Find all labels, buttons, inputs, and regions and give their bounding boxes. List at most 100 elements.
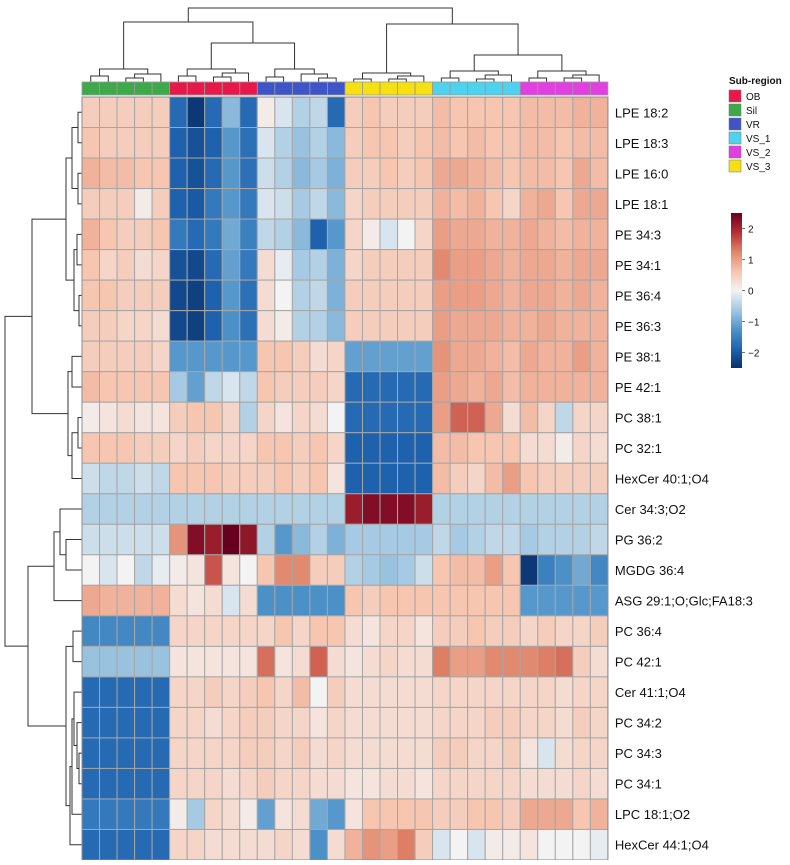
heatmap-cell — [554, 767, 574, 800]
heatmap-cell — [81, 127, 101, 159]
heatmap-cell — [221, 279, 241, 312]
heatmap-cell — [99, 401, 118, 434]
heatmap-cell — [379, 310, 399, 342]
column-dendrogram-link — [90, 75, 109, 82]
heatmap-cell — [414, 310, 434, 342]
heatmap-cell — [397, 401, 416, 434]
heatmap-cell — [221, 157, 241, 190]
row-dendrogram-link — [31, 218, 68, 415]
heatmap-cell — [116, 584, 136, 617]
heatmap-cell — [344, 645, 363, 678]
heatmap-cell — [221, 737, 241, 769]
heatmap-cell — [274, 157, 293, 190]
row-label: HexCer 44:1;O4 — [615, 838, 709, 853]
heatmap-cell — [572, 554, 591, 586]
heatmap-cell — [484, 676, 504, 708]
heatmap-cell — [169, 828, 188, 861]
heatmap-cell — [519, 310, 539, 342]
heatmap-cell — [589, 584, 609, 617]
heatmap-cell — [116, 432, 136, 464]
heatmap-cell — [519, 767, 539, 800]
heatmap-cell — [99, 188, 118, 220]
heatmap-cell — [274, 798, 293, 830]
heatmap-cell — [589, 432, 609, 464]
heatmap-cell — [291, 432, 311, 464]
heatmap-cell — [519, 401, 539, 434]
column-dendrogram-link — [212, 76, 232, 82]
legend-label-ob: OB — [746, 92, 761, 103]
heatmap-cell — [81, 371, 101, 403]
heatmap-cell — [309, 493, 328, 525]
heatmap-cell — [467, 523, 486, 556]
heatmap-cell — [484, 127, 504, 159]
heatmap-cell — [274, 615, 293, 647]
heatmap-cell — [256, 340, 276, 373]
heatmap-cell — [467, 706, 486, 739]
heatmap-cell — [274, 371, 293, 403]
heatmap-cell — [502, 127, 521, 159]
heatmap-cell — [502, 584, 521, 617]
heatmap-cell — [239, 96, 258, 129]
heatmap-cell — [554, 127, 574, 159]
heatmap-cell — [449, 828, 469, 861]
heatmap-cell — [309, 249, 328, 281]
heatmap-cell — [361, 249, 381, 281]
heatmap-cell — [151, 310, 171, 342]
heatmap-cell — [344, 706, 363, 739]
heatmap-cell — [309, 432, 328, 464]
heatmap-cell — [169, 676, 188, 708]
heatmap-cell — [99, 340, 118, 373]
column-dendrogram-link — [187, 7, 453, 24]
heatmap-cell — [239, 279, 258, 312]
heatmap-cell — [256, 767, 276, 800]
heatmap-cell — [274, 554, 293, 586]
heatmap-cell — [554, 340, 574, 373]
heatmap-cell — [344, 798, 363, 830]
heatmap-cell — [291, 157, 311, 190]
heatmap-cell — [151, 737, 171, 769]
heatmap-cell — [554, 706, 574, 739]
heatmap-cell — [537, 401, 556, 434]
heatmap-cell — [221, 798, 241, 830]
row-labels: LPE 18:2 LPE 18:3 LPE 16:0 LPE 18:1 PE 34:3 P… — [615, 105, 753, 852]
heatmap-cell — [502, 432, 521, 464]
heatmap-cell — [414, 676, 434, 708]
heatmap-cell — [239, 676, 258, 708]
heatmap-cell — [572, 249, 591, 281]
heatmap-cell — [81, 188, 101, 220]
column-dendrogram-link — [475, 78, 495, 82]
heatmap-cell — [221, 523, 241, 556]
annotation-cell — [484, 81, 504, 96]
heatmap-cell — [221, 554, 241, 586]
heatmap-cell — [326, 737, 346, 769]
colorbar-tick-label: −2 — [748, 349, 760, 360]
heatmap-cell — [99, 523, 118, 556]
heatmap-cell — [432, 554, 451, 586]
heatmap-cell — [344, 767, 363, 800]
heatmap-cell — [572, 615, 591, 647]
heatmap-cell — [519, 523, 539, 556]
heatmap-cell — [151, 615, 171, 647]
heatmap-cell — [361, 645, 381, 678]
heatmap-cell — [502, 157, 521, 190]
heatmap-cell — [134, 188, 153, 220]
heatmap-cell — [414, 767, 434, 800]
heatmap-cell — [519, 340, 539, 373]
heatmap-cell — [432, 645, 451, 678]
heatmap-cell — [81, 737, 101, 769]
heatmap-cell — [379, 371, 399, 403]
heatmap-cell — [239, 645, 258, 678]
heatmap-cell — [397, 462, 416, 495]
heatmap-cell — [326, 767, 346, 800]
legend-label-vr: VR — [746, 120, 760, 131]
heatmap-cell — [554, 401, 574, 434]
heatmap-cell — [116, 127, 136, 159]
heatmap-cell — [81, 798, 101, 830]
heatmap-cell — [134, 737, 153, 769]
heatmap-cell — [116, 767, 136, 800]
legend-title: Sub-region — [729, 76, 782, 87]
heatmap-cell — [414, 828, 434, 861]
heatmap-cell — [326, 615, 346, 647]
heatmap-cell — [344, 523, 363, 556]
heatmap-cell — [484, 249, 504, 281]
